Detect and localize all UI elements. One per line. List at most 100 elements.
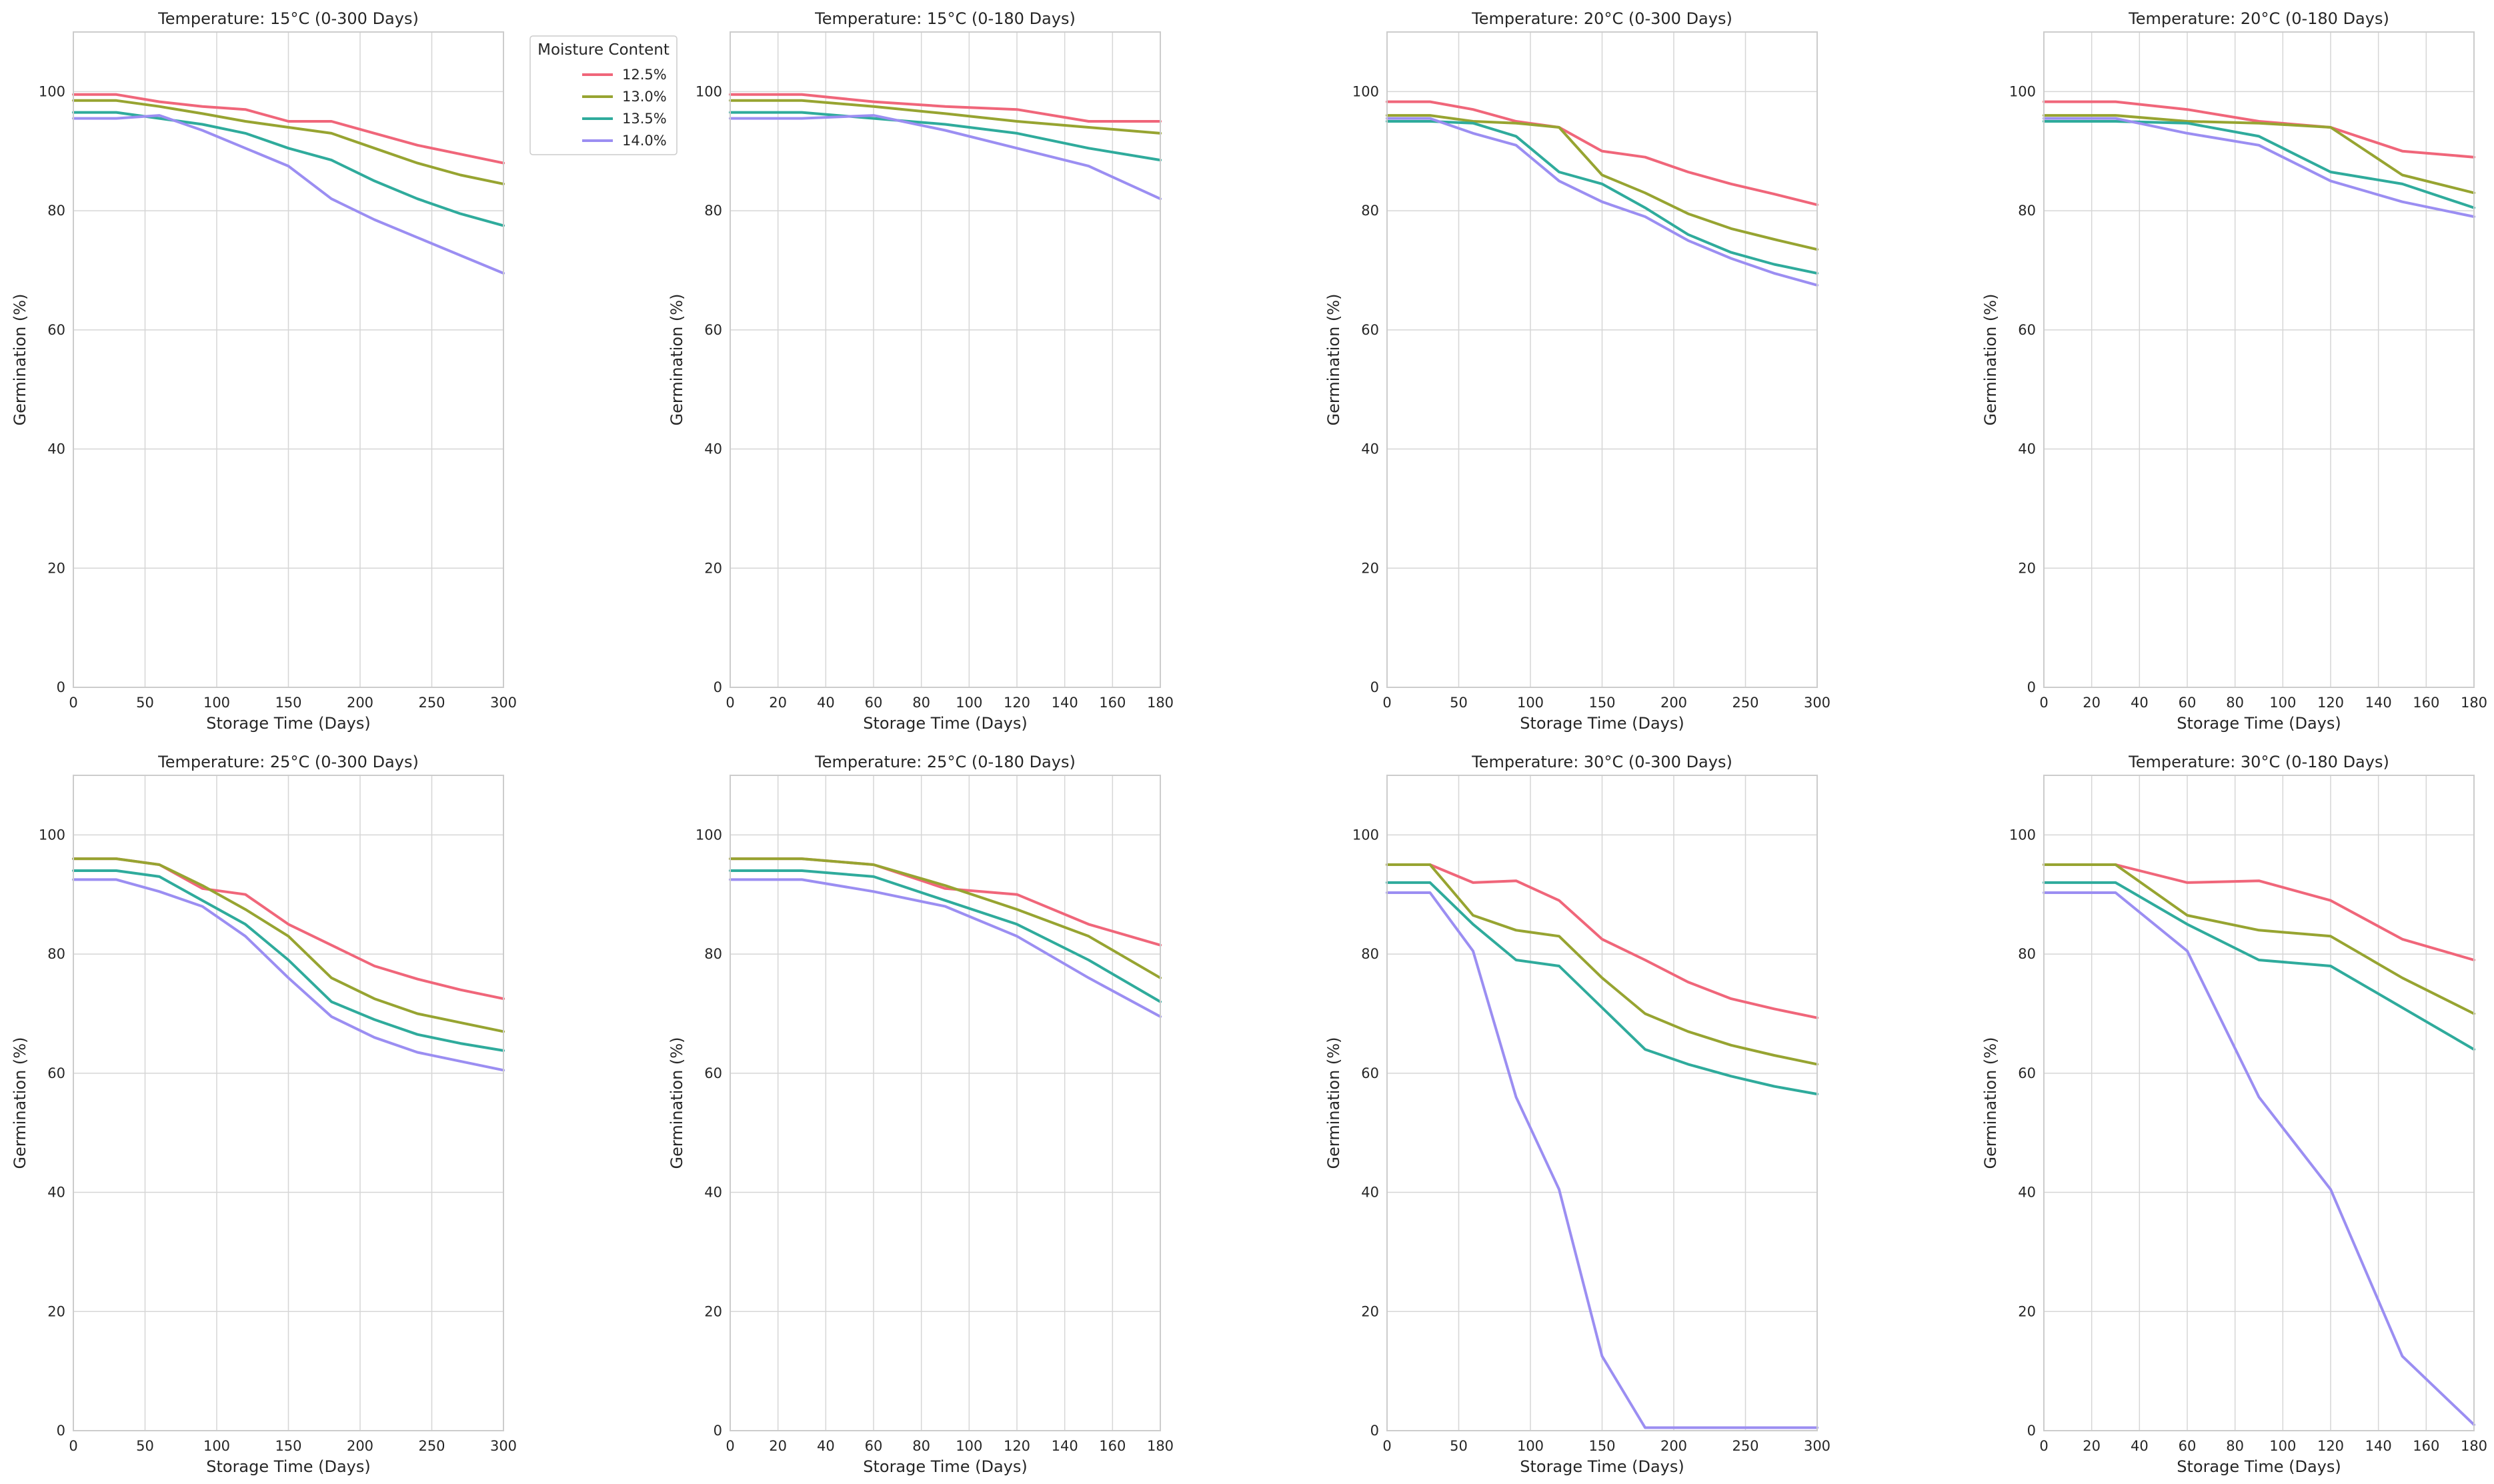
x-tick-label: 120 xyxy=(1004,1438,1030,1454)
x-tick-label: 40 xyxy=(2131,1438,2149,1454)
series-line-14-0pct xyxy=(729,878,1162,1018)
x-tick-label: 50 xyxy=(136,1438,154,1454)
panel-title: Temperature: 25°C (0-300 Days) xyxy=(157,753,419,771)
y-tick-label: 40 xyxy=(1361,441,1379,457)
y-tick-label: 0 xyxy=(1370,679,1379,695)
chart-panel-3: 0 50 100 150 200 250 300 0 20 40 60 80 100 Temperatur… xyxy=(1324,9,1830,733)
y-tick-label: 80 xyxy=(704,203,722,219)
y-tick-label: 0 xyxy=(57,679,65,695)
x-tick-label: 250 xyxy=(1732,1438,1758,1454)
y-tick-label: 20 xyxy=(1361,560,1379,576)
x-axis-label: Storage Time (Days) xyxy=(863,714,1028,733)
y-tick-label: 60 xyxy=(2018,322,2036,338)
x-tick-label: 140 xyxy=(2365,695,2392,711)
x-tick-label: 160 xyxy=(2413,695,2439,711)
x-tick-label: 100 xyxy=(1517,695,1544,711)
x-tick-label: 0 xyxy=(2039,1438,2048,1454)
series-line-13-0pct xyxy=(729,99,1162,135)
x-tick-label: 100 xyxy=(956,695,982,711)
series-line-14-0pct xyxy=(1386,117,1818,287)
y-axis-label: Germination (%) xyxy=(11,1037,29,1169)
y-tick-label: 60 xyxy=(47,1065,65,1081)
y-tick-label: 20 xyxy=(1361,1303,1379,1319)
chart-panel-7: 0 50 100 150 200 250 300 0 20 40 60 80 100 Temperatur… xyxy=(1324,753,1830,1476)
x-tick-label: 50 xyxy=(1450,695,1468,711)
series-line-13-5pct xyxy=(72,869,505,1052)
x-tick-label: 20 xyxy=(2083,695,2101,711)
x-tick-label: 100 xyxy=(2269,1438,2296,1454)
x-tick-label: 120 xyxy=(2317,695,2344,711)
y-axis-label: Germination (%) xyxy=(1981,1037,2000,1169)
x-tick-label: 20 xyxy=(769,1438,787,1454)
series-line-13-5pct xyxy=(1386,881,1818,1096)
x-tick-label: 300 xyxy=(1804,1438,1830,1454)
y-tick-label: 100 xyxy=(1352,827,1379,843)
series-line-14-0pct xyxy=(2043,117,2475,218)
legend: Moisture Content 12.5% 13.0% 13.5% 14.0% xyxy=(529,35,678,155)
series-line-13-5pct xyxy=(2043,881,2475,1051)
series-line-13-5pct xyxy=(1386,120,1818,275)
chart-panel-2: 0 20 40 60 80 100 120 140 160 180 0 20 40 60 80 100 Temp… xyxy=(668,9,1174,733)
y-axis-label: Germination (%) xyxy=(1324,1037,1343,1169)
y-tick-label: 20 xyxy=(47,1303,65,1319)
y-tick-label: 60 xyxy=(2018,1065,2036,1081)
panel-title: Temperature: 20°C (0-180 Days) xyxy=(2128,9,2389,28)
x-tick-label: 60 xyxy=(865,1438,883,1454)
x-tick-label: 150 xyxy=(275,695,301,711)
x-tick-label: 180 xyxy=(2461,1438,2487,1454)
x-tick-label: 0 xyxy=(2039,695,2048,711)
panel-title: Temperature: 25°C (0-180 Days) xyxy=(814,753,1076,771)
panel-title: Temperature: 30°C (0-300 Days) xyxy=(1471,753,1732,771)
x-tick-label: 100 xyxy=(203,1438,230,1454)
x-tick-label: 80 xyxy=(912,695,930,711)
y-axis-label: Germination (%) xyxy=(1324,294,1343,426)
x-tick-label: 120 xyxy=(2317,1438,2344,1454)
series-line-12-5pct xyxy=(2043,100,2475,159)
y-tick-label: 40 xyxy=(1361,1185,1379,1201)
y-tick-label: 40 xyxy=(704,1185,722,1201)
y-tick-label: 100 xyxy=(696,827,722,843)
x-tick-label: 250 xyxy=(418,695,445,711)
y-tick-label: 0 xyxy=(2027,679,2036,695)
plot-frame xyxy=(2043,31,2475,688)
plot-frame xyxy=(730,31,1161,688)
y-tick-label: 80 xyxy=(704,946,722,962)
panel-title: Temperature: 15°C (0-300 Days) xyxy=(157,9,419,28)
series-line-13-0pct xyxy=(1386,863,1818,1066)
series-line-14-0pct xyxy=(72,114,505,275)
x-tick-label: 250 xyxy=(418,1438,445,1454)
series-line-13-0pct xyxy=(729,857,1162,979)
y-tick-label: 0 xyxy=(714,1423,722,1439)
series-line-13-5pct xyxy=(729,869,1162,1003)
y-tick-label: 100 xyxy=(2009,83,2036,99)
x-tick-label: 80 xyxy=(2226,695,2244,711)
series-line-12-5pct xyxy=(2043,863,2475,961)
y-axis-label: Germination (%) xyxy=(1981,294,2000,426)
y-tick-label: 100 xyxy=(39,83,65,99)
y-tick-label: 40 xyxy=(2018,441,2036,457)
plot-frame xyxy=(730,775,1161,1431)
x-tick-label: 300 xyxy=(490,1438,517,1454)
x-tick-label: 0 xyxy=(1382,1438,1391,1454)
y-tick-label: 100 xyxy=(39,827,65,843)
plot-frame xyxy=(73,775,504,1431)
series-line-14-0pct xyxy=(72,878,505,1072)
x-tick-label: 180 xyxy=(1147,695,1174,711)
series-line-12-5pct xyxy=(1386,863,1818,1019)
legend-title: Moisture Content xyxy=(537,41,670,59)
y-tick-label: 60 xyxy=(704,322,722,338)
y-tick-label: 60 xyxy=(1361,322,1379,338)
x-tick-label: 80 xyxy=(912,1438,930,1454)
y-tick-label: 20 xyxy=(2018,1303,2036,1319)
x-tick-label: 200 xyxy=(347,1438,373,1454)
y-tick-label: 80 xyxy=(2018,203,2036,219)
x-tick-label: 200 xyxy=(347,695,373,711)
chart-panel-8: 0 20 40 60 80 100 120 140 160 180 0 20 40 60 80 100 Temp… xyxy=(1981,753,2487,1476)
x-tick-label: 140 xyxy=(2365,1438,2392,1454)
x-tick-label: 0 xyxy=(1382,695,1391,711)
y-tick-label: 80 xyxy=(1361,203,1379,219)
series-line-13-5pct xyxy=(729,111,1162,162)
x-tick-label: 0 xyxy=(726,695,734,711)
x-tick-label: 100 xyxy=(1517,1438,1544,1454)
